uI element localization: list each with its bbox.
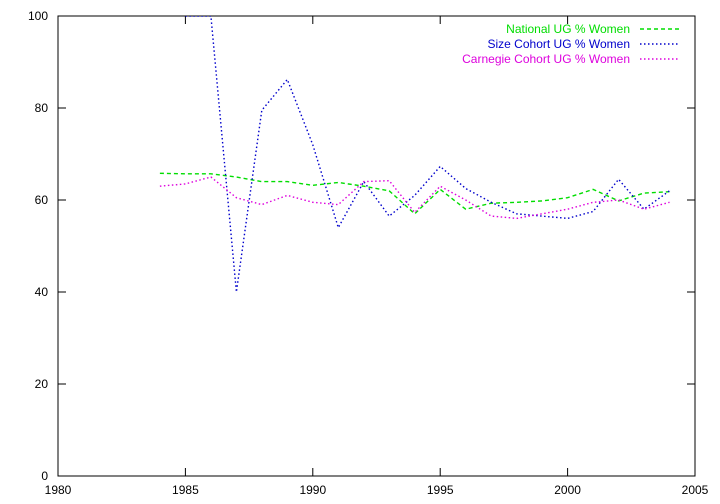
data-point-3 (184, 182, 187, 185)
data-point-3 (643, 208, 646, 211)
x-tick-label: 1985 (172, 483, 199, 497)
y-tick-label: 20 (35, 377, 49, 391)
data-point-1 (260, 180, 263, 183)
data-point-3 (566, 208, 569, 211)
data-point-2 (515, 212, 518, 215)
data-point-1 (566, 196, 569, 199)
data-point-1 (515, 201, 518, 204)
data-point-3 (235, 196, 238, 199)
data-point-2 (209, 15, 212, 18)
data-point-3 (413, 211, 416, 214)
data-point-1 (643, 192, 646, 195)
data-point-3 (464, 199, 467, 202)
data-point-1 (311, 184, 314, 187)
x-tick-label: 1980 (45, 483, 72, 497)
data-point-2 (566, 217, 569, 220)
data-point-1 (388, 189, 391, 192)
data-point-3 (209, 176, 212, 179)
data-point-1 (184, 172, 187, 175)
data-point-2 (184, 15, 187, 18)
data-point-2 (337, 226, 340, 229)
data-point-3 (617, 199, 620, 202)
data-point-3 (668, 201, 671, 204)
plot-frame (57, 15, 696, 477)
x-tick-label: 1990 (299, 483, 326, 497)
legend-label: National UG % Women (506, 22, 630, 36)
data-point-1 (541, 199, 544, 202)
data-point-3 (158, 185, 161, 188)
data-point-1 (592, 188, 595, 191)
series-line-2 (185, 16, 670, 293)
data-point-3 (337, 203, 340, 206)
data-point-1 (235, 176, 238, 179)
data-point-2 (668, 189, 671, 192)
y-tick-label: 100 (28, 9, 48, 23)
axes: 1980 1985 1990 1995 2000 2005 0 20 40 60 80 100 (28, 9, 709, 497)
data-point-2 (464, 187, 467, 190)
data-point-3 (515, 217, 518, 220)
x-tick-label: 2000 (554, 483, 581, 497)
data-point-3 (260, 203, 263, 206)
data-point-2 (413, 194, 416, 197)
data-point-1 (286, 180, 289, 183)
data-point-2 (388, 215, 391, 218)
legend-label: Carnegie Cohort UG % Women (462, 52, 630, 66)
data-series (158, 15, 671, 294)
data-point-1 (464, 208, 467, 211)
data-point-2 (311, 143, 314, 146)
data-point-1 (158, 172, 161, 175)
data-point-1 (337, 181, 340, 184)
data-point-1 (362, 185, 365, 188)
data-point-3 (286, 194, 289, 197)
data-point-2 (592, 210, 595, 213)
y-tick-label: 40 (35, 285, 49, 299)
series-line-1 (159, 172, 670, 215)
data-point-2 (235, 291, 238, 294)
data-point-3 (490, 215, 493, 218)
x-tick-label: 1995 (427, 483, 454, 497)
data-point-1 (439, 188, 442, 191)
data-point-3 (311, 201, 314, 204)
data-point-3 (439, 185, 442, 188)
data-point-3 (592, 201, 595, 204)
data-point-2 (260, 109, 263, 112)
data-point-2 (617, 178, 620, 181)
data-point-2 (490, 201, 493, 204)
legend-label: Size Cohort UG % Women (488, 37, 631, 51)
y-tick-label: 80 (35, 101, 49, 115)
data-point-3 (362, 180, 365, 183)
x-tick-label: 2005 (682, 483, 709, 497)
data-point-3 (388, 179, 391, 182)
data-point-2 (439, 165, 442, 168)
data-point-2 (286, 78, 289, 81)
data-point-1 (209, 172, 212, 175)
y-tick-label: 0 (41, 469, 48, 483)
y-tick-label: 60 (35, 193, 49, 207)
series-line-3 (159, 176, 670, 220)
data-point-3 (541, 212, 544, 215)
